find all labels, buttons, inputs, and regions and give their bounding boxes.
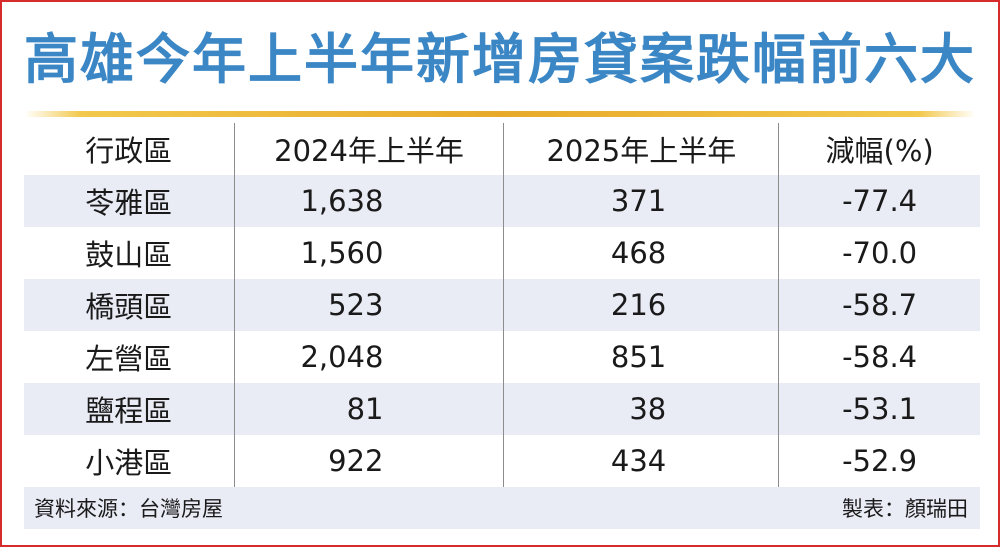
table-row: 橋頭區 523 216 -58.7 — [24, 279, 980, 331]
table-row: 小港區 922 434 -52.9 — [24, 435, 980, 487]
table-footer-row: 資料來源：台灣房屋 製表：顏瑞田 — [24, 487, 980, 529]
cell-2024h1: 922 — [234, 435, 505, 487]
table-row: 左營區 2,048 851 -58.4 — [24, 331, 980, 383]
cell-2025h1: 434 — [503, 435, 780, 487]
table-row: 鹽程區 81 38 -53.1 — [24, 383, 980, 435]
cell-district: 鹽程區 — [24, 383, 235, 435]
cell-2025h1: 216 — [503, 279, 780, 331]
cell-2025h1: 851 — [503, 331, 780, 383]
cell-decline: -58.7 — [778, 279, 980, 331]
cell-district: 小港區 — [24, 435, 235, 487]
header-2024h1: 2024年上半年 — [234, 123, 505, 175]
cell-decline: -52.9 — [842, 444, 918, 478]
table-row: 苓雅區 1,638 371 -77.4 — [24, 175, 980, 227]
cell-2024h1: 81 — [234, 383, 505, 435]
maker-credit: 製表：顏瑞田 — [503, 487, 980, 529]
table-header-row: 行政區 2024年上半年 2025年上半年 減幅(%) — [24, 123, 980, 175]
page-title: 高雄今年上半年新增房貸案跌幅前六大 — [24, 28, 976, 91]
header-district: 行政區 — [24, 123, 235, 175]
header-2025h1: 2025年上半年 — [503, 123, 780, 175]
cell-2024h1: 2,048 — [234, 331, 505, 383]
title-divider — [24, 111, 976, 117]
cell-2025h1: 371 — [503, 175, 780, 227]
cell-2024h1: 523 — [234, 279, 505, 331]
cell-district: 苓雅區 — [24, 175, 235, 227]
cell-district: 橋頭區 — [24, 279, 235, 331]
data-table: 行政區 2024年上半年 2025年上半年 減幅(%) 苓雅區 1,638 37… — [24, 123, 980, 529]
cell-decline: -53.1 — [778, 383, 980, 435]
cell-2024h1: 1,560 — [234, 227, 505, 279]
cell-decline: -77.4 — [778, 175, 980, 227]
table-row: 鼓山區 1,560 468 -70.0 — [24, 227, 980, 279]
cell-district: 左營區 — [24, 331, 235, 383]
cell-district: 鼓山區 — [24, 227, 235, 279]
cell-2025h1: 38 — [503, 383, 780, 435]
cell-decline: -70.0 — [842, 236, 918, 270]
cell-2024h1: 1,638 — [234, 175, 505, 227]
source-note: 資料來源：台灣房屋 — [24, 487, 504, 529]
cell-2025h1: 468 — [503, 227, 780, 279]
header-decline: 減幅(%) — [825, 134, 934, 168]
cell-decline: -58.4 — [842, 340, 918, 374]
